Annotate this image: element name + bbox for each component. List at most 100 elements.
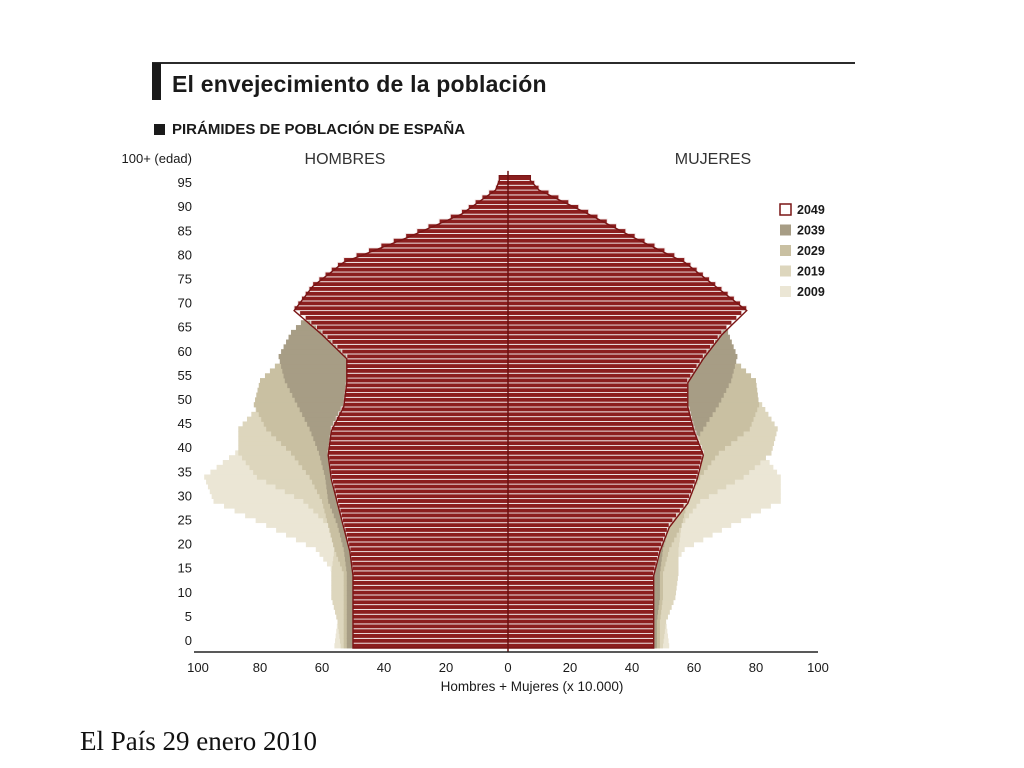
legend-label-2029: 2029: [797, 244, 825, 258]
bar-2049-women-age-62: [507, 343, 712, 350]
y-tick-label: 30: [178, 488, 192, 503]
bar-2049-women-age-22: [507, 536, 665, 543]
legend-item-2019: 2019: [780, 265, 825, 279]
bar-2049-women-age-14: [507, 575, 655, 581]
bar-2049-women-age-10: [507, 594, 655, 601]
bar-2049-women-age-52: [507, 392, 689, 398]
y-tick-label: 20: [178, 537, 192, 552]
bar-2049-men-age-57: [346, 367, 509, 374]
bar-2049-men-age-26: [342, 517, 509, 524]
bar-2049-women-age-57: [507, 367, 695, 374]
bar-2049-women-age-81: [507, 252, 676, 259]
bar-2049-men-age-51: [343, 396, 509, 403]
bar-2049-men-age-80: [343, 257, 509, 263]
x-tick-label: 60: [687, 660, 701, 675]
bar-2049-women-age-39: [507, 454, 703, 461]
x-tick-label: 20: [439, 660, 453, 675]
bar-2049-men-age-72: [301, 295, 509, 302]
legend-swatch-2049: [779, 203, 792, 216]
bar-2049-women-age-86: [507, 228, 627, 234]
bar-2049-women-age-51: [507, 396, 689, 403]
bar-2049-women-age-34: [507, 478, 696, 485]
bar-2049-women-age-17: [507, 560, 657, 567]
bar-2049-men-age-38: [328, 459, 509, 466]
bar-2049-women-age-9: [507, 599, 655, 606]
y-tick-label: 40: [178, 440, 192, 455]
bar-2049-men-age-44: [330, 430, 509, 437]
bar-2049-women-age-89: [507, 213, 599, 220]
bar-2049-men-age-24: [344, 527, 509, 533]
bar-2049-women-age-15: [507, 570, 655, 577]
bar-2049-women-age-44: [507, 430, 697, 437]
header-rule: [152, 62, 855, 64]
bar-2049-men-age-97: [498, 175, 509, 181]
bar-2049-men-age-71: [297, 300, 509, 307]
bar-2049-women-age-31: [507, 493, 691, 500]
bar-2049-women-age-56: [507, 372, 692, 379]
bar-2049-men-age-40: [327, 449, 509, 456]
bar-2049-women-age-45: [507, 425, 695, 432]
bar-2049-women-age-5: [507, 618, 655, 625]
bar-2049-women-age-74: [507, 286, 723, 292]
legend-item-2009: 2009: [780, 285, 825, 299]
bar-2049-men-age-32: [334, 488, 509, 495]
bar-2049-women-age-65: [507, 329, 723, 336]
bar-2049-women-age-48: [507, 411, 691, 418]
bar-2049-women-age-88: [507, 218, 608, 225]
bar-2049-women-age-6: [507, 613, 655, 620]
y-tick-label: 65: [178, 320, 192, 335]
bar-2049-women-age-25: [507, 522, 670, 528]
bar-2049-women-age-30: [507, 498, 689, 504]
chart-subtitle: PIRÁMIDES DE POBLACIÓN DE ESPAÑA: [172, 121, 466, 138]
bar-2049-men-age-46: [333, 421, 509, 427]
bar-2049-women-age-97: [507, 175, 531, 181]
bar-2049-women-age-2: [507, 633, 655, 639]
bar-2049-women-age-75: [507, 281, 717, 287]
bar-2049-men-age-59: [346, 358, 509, 365]
bar-2049-women-age-43: [507, 435, 699, 442]
bar-2049-women-age-8: [507, 604, 655, 610]
bar-2049-women-age-40: [507, 449, 704, 456]
bar-2049-men-age-23: [345, 531, 509, 538]
bar-2049-women-age-23: [507, 531, 666, 538]
y-tick-label: 80: [178, 247, 192, 262]
bar-2049-women-age-84: [507, 237, 646, 244]
bar-2049-men-age-30: [337, 498, 509, 504]
bar-2049-men-age-36: [330, 469, 509, 475]
x-tick-label: 80: [253, 660, 267, 675]
y-tick-label: 55: [178, 368, 192, 383]
source-footer: El País 29 enero 2010: [80, 726, 317, 756]
bar-2049-women-age-58: [507, 363, 698, 369]
bar-2049-women-age-61: [507, 348, 708, 355]
bar-2049-men-age-17: [351, 560, 509, 567]
bar-2049-women-age-0: [507, 642, 655, 649]
bar-2049-men-age-49: [340, 406, 509, 413]
bar-2049-women-age-16: [507, 565, 656, 572]
legend-label-2049: 2049: [797, 203, 825, 217]
y-tick-label: 95: [178, 175, 192, 190]
bar-2049-men-age-75: [312, 281, 509, 287]
bar-2049-men-age-86: [416, 228, 509, 234]
bar-2049-men-age-53: [345, 387, 509, 393]
bar-2049-women-age-64: [507, 334, 719, 340]
bar-2049-women-age-66: [507, 324, 728, 331]
bar-2049-men-age-37: [329, 464, 509, 471]
subtitle-marker: [154, 124, 165, 135]
bar-2049-men-age-3: [352, 628, 509, 634]
y-tick-label: 45: [178, 416, 192, 431]
bar-2049-men-age-50: [343, 401, 509, 408]
legend-label-2019: 2019: [797, 265, 825, 279]
y-tick-label: 75: [178, 272, 192, 287]
bar-2049-men-age-42: [328, 440, 509, 447]
bar-2049-women-age-79: [507, 261, 692, 268]
bar-2049-men-age-41: [328, 445, 509, 451]
title-marker: [152, 63, 161, 100]
bar-2049-men-age-70: [293, 305, 509, 312]
bar-2049-women-age-46: [507, 421, 694, 427]
bar-2049-women-age-82: [507, 247, 666, 254]
bar-2049-women-age-49: [507, 406, 690, 413]
bar-2049-women-age-47: [507, 416, 692, 422]
bar-2049-men-age-39: [328, 454, 509, 461]
bar-2049-women-age-71: [507, 300, 741, 307]
